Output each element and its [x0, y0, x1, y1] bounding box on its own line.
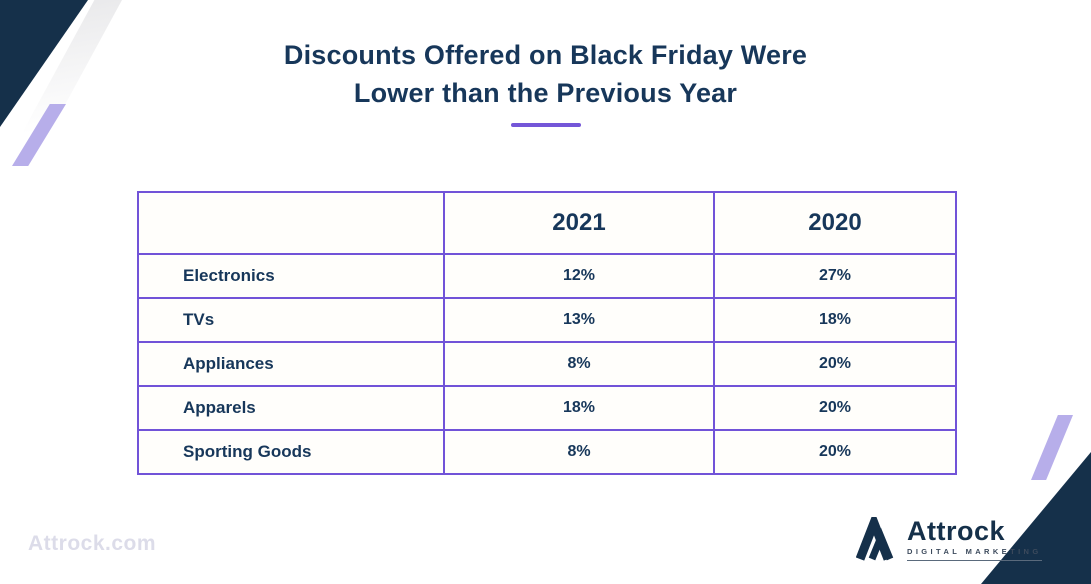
attrock-logo: Attrock DIGITAL MARKETING	[856, 513, 1044, 561]
value-2020: 20%	[713, 429, 957, 475]
value-2021: 8%	[443, 429, 715, 475]
header-cell-category	[137, 191, 445, 255]
logo-subtext: DIGITAL MARKETING	[907, 547, 1042, 561]
table-row: Sporting Goods 8% 20%	[137, 429, 957, 475]
header-cell-2021: 2021	[443, 191, 715, 255]
value-2020: 20%	[713, 385, 957, 431]
header-cell-2020: 2020	[713, 191, 957, 255]
title-line-1: Discounts Offered on Black Friday Were	[283, 40, 808, 70]
logo-wordmark-text: Attrock	[907, 516, 1006, 546]
title-line-2: Lower than the Previous Year	[353, 78, 738, 108]
table-row: Appliances 8% 20%	[137, 341, 957, 387]
table-row: Electronics 12% 27%	[137, 253, 957, 299]
title-block: Discounts Offered on Black Friday Were L…	[0, 36, 1091, 127]
page-title: Discounts Offered on Black Friday Were L…	[0, 36, 1091, 112]
row-label: Electronics	[137, 253, 445, 299]
row-label: Apparels	[137, 385, 445, 431]
row-label: Sporting Goods	[137, 429, 445, 475]
watermark-url: Attrock.com	[28, 532, 157, 555]
value-2021: 13%	[443, 297, 715, 343]
value-2021: 18%	[443, 385, 715, 431]
row-label: Appliances	[137, 341, 445, 387]
logo-wordmark: Attrock	[907, 513, 1044, 546]
discounts-table: 2021 2020 Electronics 12% 27% TVs 13% 18…	[137, 191, 957, 475]
value-2020: 20%	[713, 341, 957, 387]
row-label: TVs	[137, 297, 445, 343]
attrock-mountain-icon	[856, 517, 894, 561]
value-2021: 12%	[443, 253, 715, 299]
value-2020: 18%	[713, 297, 957, 343]
table-row: Apparels 18% 20%	[137, 385, 957, 431]
logo-text-column: Attrock DIGITAL MARKETING	[907, 513, 1044, 561]
value-2020: 27%	[713, 253, 957, 299]
bottom-right-lavender-stripe	[1031, 415, 1073, 480]
table-header-row: 2021 2020	[137, 191, 957, 255]
table-row: TVs 13% 18%	[137, 297, 957, 343]
title-underline	[510, 123, 581, 127]
value-2021: 8%	[443, 341, 715, 387]
